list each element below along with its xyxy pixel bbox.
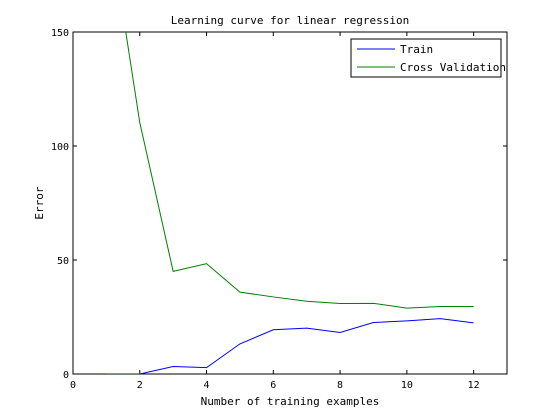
x-tick-label: 4 [204, 380, 210, 391]
x-tick-label: 0 [70, 380, 76, 391]
x-tick-label: 6 [270, 380, 276, 391]
legend-box [350, 38, 502, 78]
cross-validation-error-line [125, 32, 474, 309]
y-tick-label: 0 [63, 370, 69, 381]
x-tick-label: 12 [468, 380, 480, 391]
series-lines [106, 32, 474, 374]
x-tick-label: 2 [137, 380, 143, 391]
y-tick-label: 50 [57, 256, 69, 267]
y-tick-label: 100 [51, 142, 69, 153]
x-axis-label: Number of training examples [201, 395, 380, 408]
axis-tick-labels: 0 2 4 6 8 10 12 0 50 100 150 [51, 28, 480, 391]
chart-title: Learning curve for linear regression [171, 14, 409, 27]
legend: Train Cross Validation [350, 38, 506, 78]
x-tick-label: 10 [401, 380, 413, 391]
legend-train-label: Train [400, 43, 433, 56]
axis-ticks [72, 31, 507, 375]
y-tick-label: 150 [51, 28, 69, 39]
train-error-line [106, 318, 474, 374]
legend-cv-label: Cross Validation [400, 61, 506, 74]
x-tick-label: 8 [337, 380, 343, 391]
y-axis-label: Error [33, 186, 46, 219]
plot-area [72, 31, 508, 375]
